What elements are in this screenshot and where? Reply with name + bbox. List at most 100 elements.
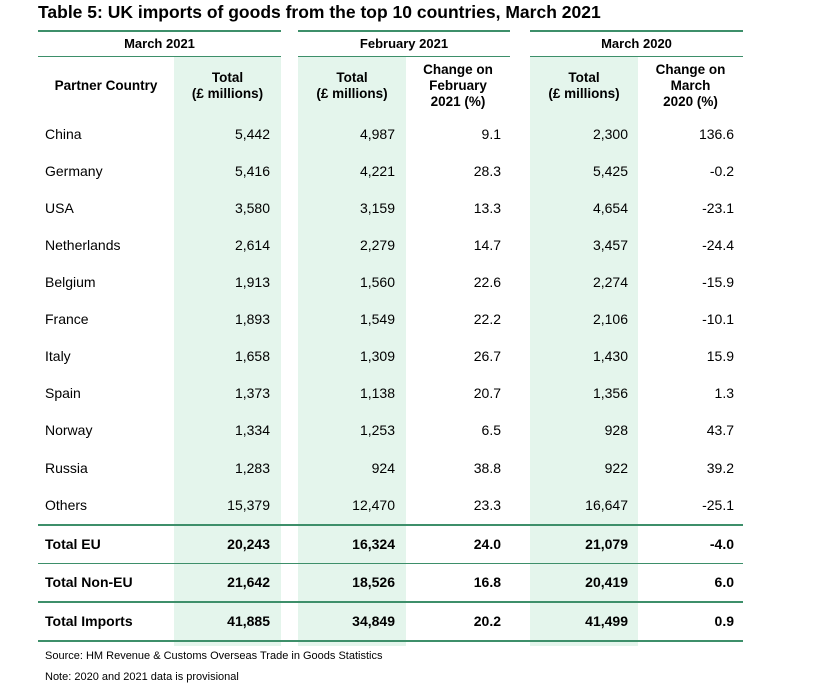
table-row: USA 3,580 3,159 13.3 4,654 -23.1 (0, 198, 840, 218)
cell-total-february-2021: 4,221 (359, 163, 395, 179)
header-change-line2: February (429, 78, 487, 93)
total-row: Total Non-EU 21,642 18,526 16.8 20,419 6.0 (0, 572, 840, 592)
header-total-february-2021: Total (£ millions) (298, 58, 406, 114)
cell-total-february-2021: 4,987 (359, 126, 395, 142)
table-row: China 5,442 4,987 9.1 2,300 136.6 (0, 124, 840, 144)
header-partner-country: Partner Country (38, 58, 174, 114)
cell-country: USA (45, 200, 74, 216)
header-change-line3: 2021 (%) (430, 94, 486, 109)
rule-bottom (38, 640, 743, 642)
cell-total-march-2020: 16,647 (585, 497, 628, 513)
group-february-2021: February 2021 (359, 36, 449, 51)
cell-change-march: -24.4 (702, 237, 734, 253)
header-change-february: Change on February 2021 (%) (406, 58, 510, 114)
cell-country: Belgium (45, 274, 96, 290)
rule-top-march-2020 (530, 30, 743, 32)
cell-change-february: 6.5 (481, 422, 501, 438)
cell-total-february-2021: 2,279 (359, 237, 395, 253)
cell-total-march-2021: 1,334 (234, 422, 270, 438)
cell-change-march: 1.3 (714, 385, 734, 401)
cell-change-march: -0.2 (709, 163, 734, 179)
table-row: Others 15,379 12,470 23.3 16,647 -25.1 (0, 495, 840, 515)
header-change-march: Change on March 2020 (%) (638, 58, 743, 114)
cell-change-march: -25.1 (702, 497, 734, 513)
cell-total-march-2020: 2,274 (592, 274, 628, 290)
table-row: Italy 1,658 1,309 26.7 1,430 15.9 (0, 346, 840, 366)
provisional-note: Note: 2020 and 2021 data is provisional (45, 671, 239, 683)
cell-total-march-2021: 20,243 (227, 536, 270, 552)
cell-total-march-2021: 3,580 (234, 200, 270, 216)
rule-group-february-2021 (298, 56, 510, 57)
cell-total-march-2020: 5,425 (592, 163, 628, 179)
cell-total-february-2021: 16,324 (352, 536, 395, 552)
group-march-2021: March 2021 (124, 36, 195, 51)
cell-total-march-2020: 2,106 (592, 311, 628, 327)
cell-change-march: 15.9 (706, 348, 734, 364)
cell-total-march-2020: 922 (604, 460, 628, 476)
cell-change-march: -23.1 (702, 200, 734, 216)
cell-total-march-2020: 41,499 (585, 613, 628, 629)
table-row: Netherlands 2,614 2,279 14.7 3,457 -24.4 (0, 235, 840, 255)
table-row: Belgium 1,913 1,560 22.6 2,274 -15.9 (0, 272, 840, 292)
cell-country: Russia (45, 460, 88, 476)
rule-above-total-eu (38, 524, 743, 526)
cell-total-february-2021: 1,138 (359, 385, 395, 401)
header-total-unit: (£ millions) (191, 86, 264, 101)
cell-total-march-2021: 1,373 (234, 385, 270, 401)
cell-country: Germany (45, 163, 103, 179)
source-note: Source: HM Revenue & Customs Overseas Tr… (45, 650, 383, 662)
cell-change-february: 20.2 (473, 613, 501, 629)
cell-change-february: 28.3 (473, 163, 501, 179)
cell-change-february: 38.8 (473, 460, 501, 476)
cell-total-march-2021: 15,379 (227, 497, 270, 513)
cell-change-march: 0.9 (714, 613, 734, 629)
cell-change-february: 9.1 (481, 126, 501, 142)
cell-change-february: 23.3 (473, 497, 501, 513)
rule-top-february-2021 (298, 30, 510, 32)
rule-group-march-2021 (38, 56, 281, 57)
table-row: France 1,893 1,549 22.2 2,106 -10.1 (0, 309, 840, 329)
cell-change-february: 22.6 (473, 274, 501, 290)
cell-total-march-2020: 928 (604, 422, 628, 438)
table-row: Russia 1,283 924 38.8 922 39.2 (0, 458, 840, 478)
cell-total-march-2021: 1,283 (234, 460, 270, 476)
header-total-unit: (£ millions) (316, 86, 388, 101)
cell-change-february: 26.7 (473, 348, 501, 364)
group-march-2020: March 2020 (601, 36, 672, 51)
cell-total-march-2021: 1,893 (234, 311, 270, 327)
cell-country: Norway (45, 422, 93, 438)
cell-total-march-2021: 5,442 (234, 126, 270, 142)
cell-total-march-2020: 2,300 (592, 126, 628, 142)
header-change-line3: 2020 (%) (663, 94, 718, 109)
header-total-march-2020: Total (£ millions) (530, 58, 638, 114)
shade-march-2020 (530, 56, 638, 646)
cell-total-march-2021: 1,658 (234, 348, 270, 364)
cell-change-february: 22.2 (473, 311, 501, 327)
cell-change-february: 20.7 (473, 385, 501, 401)
cell-country: Netherlands (45, 237, 121, 253)
cell-total-march-2021: 1,913 (234, 274, 270, 290)
cell-change-march: 136.6 (698, 126, 734, 142)
shade-march-2021 (174, 56, 281, 646)
cell-country: Total EU (45, 536, 101, 552)
cell-total-march-2020: 21,079 (585, 536, 628, 552)
cell-change-february: 14.7 (473, 237, 501, 253)
cell-total-march-2020: 1,430 (592, 348, 628, 364)
cell-total-february-2021: 1,253 (359, 422, 395, 438)
table-row: Spain 1,373 1,138 20.7 1,356 1.3 (0, 383, 840, 403)
cell-change-february: 16.8 (473, 574, 501, 590)
shade-february-2021 (298, 56, 406, 646)
table-row: Norway 1,334 1,253 6.5 928 43.7 (0, 420, 840, 440)
cell-change-march: -15.9 (702, 274, 734, 290)
header-change-line1: Change on (655, 62, 726, 77)
cell-total-march-2021: 5,416 (234, 163, 270, 179)
cell-total-march-2020: 4,654 (592, 200, 628, 216)
cell-total-march-2021: 2,614 (234, 237, 270, 253)
cell-total-march-2020: 1,356 (592, 385, 628, 401)
cell-country: Total Non-EU (45, 574, 133, 590)
cell-total-march-2020: 3,457 (592, 237, 628, 253)
cell-total-february-2021: 1,549 (359, 311, 395, 327)
cell-total-march-2021: 41,885 (227, 613, 270, 629)
header-total-label: Total (336, 70, 368, 85)
header-total-march-2021: Total (£ millions) (174, 58, 281, 114)
